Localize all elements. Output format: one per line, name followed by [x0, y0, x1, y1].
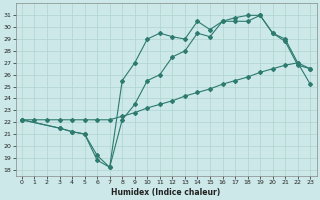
X-axis label: Humidex (Indice chaleur): Humidex (Indice chaleur): [111, 188, 221, 197]
